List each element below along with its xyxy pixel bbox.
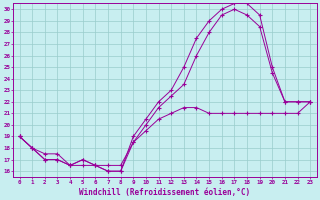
X-axis label: Windchill (Refroidissement éolien,°C): Windchill (Refroidissement éolien,°C) — [79, 188, 251, 197]
